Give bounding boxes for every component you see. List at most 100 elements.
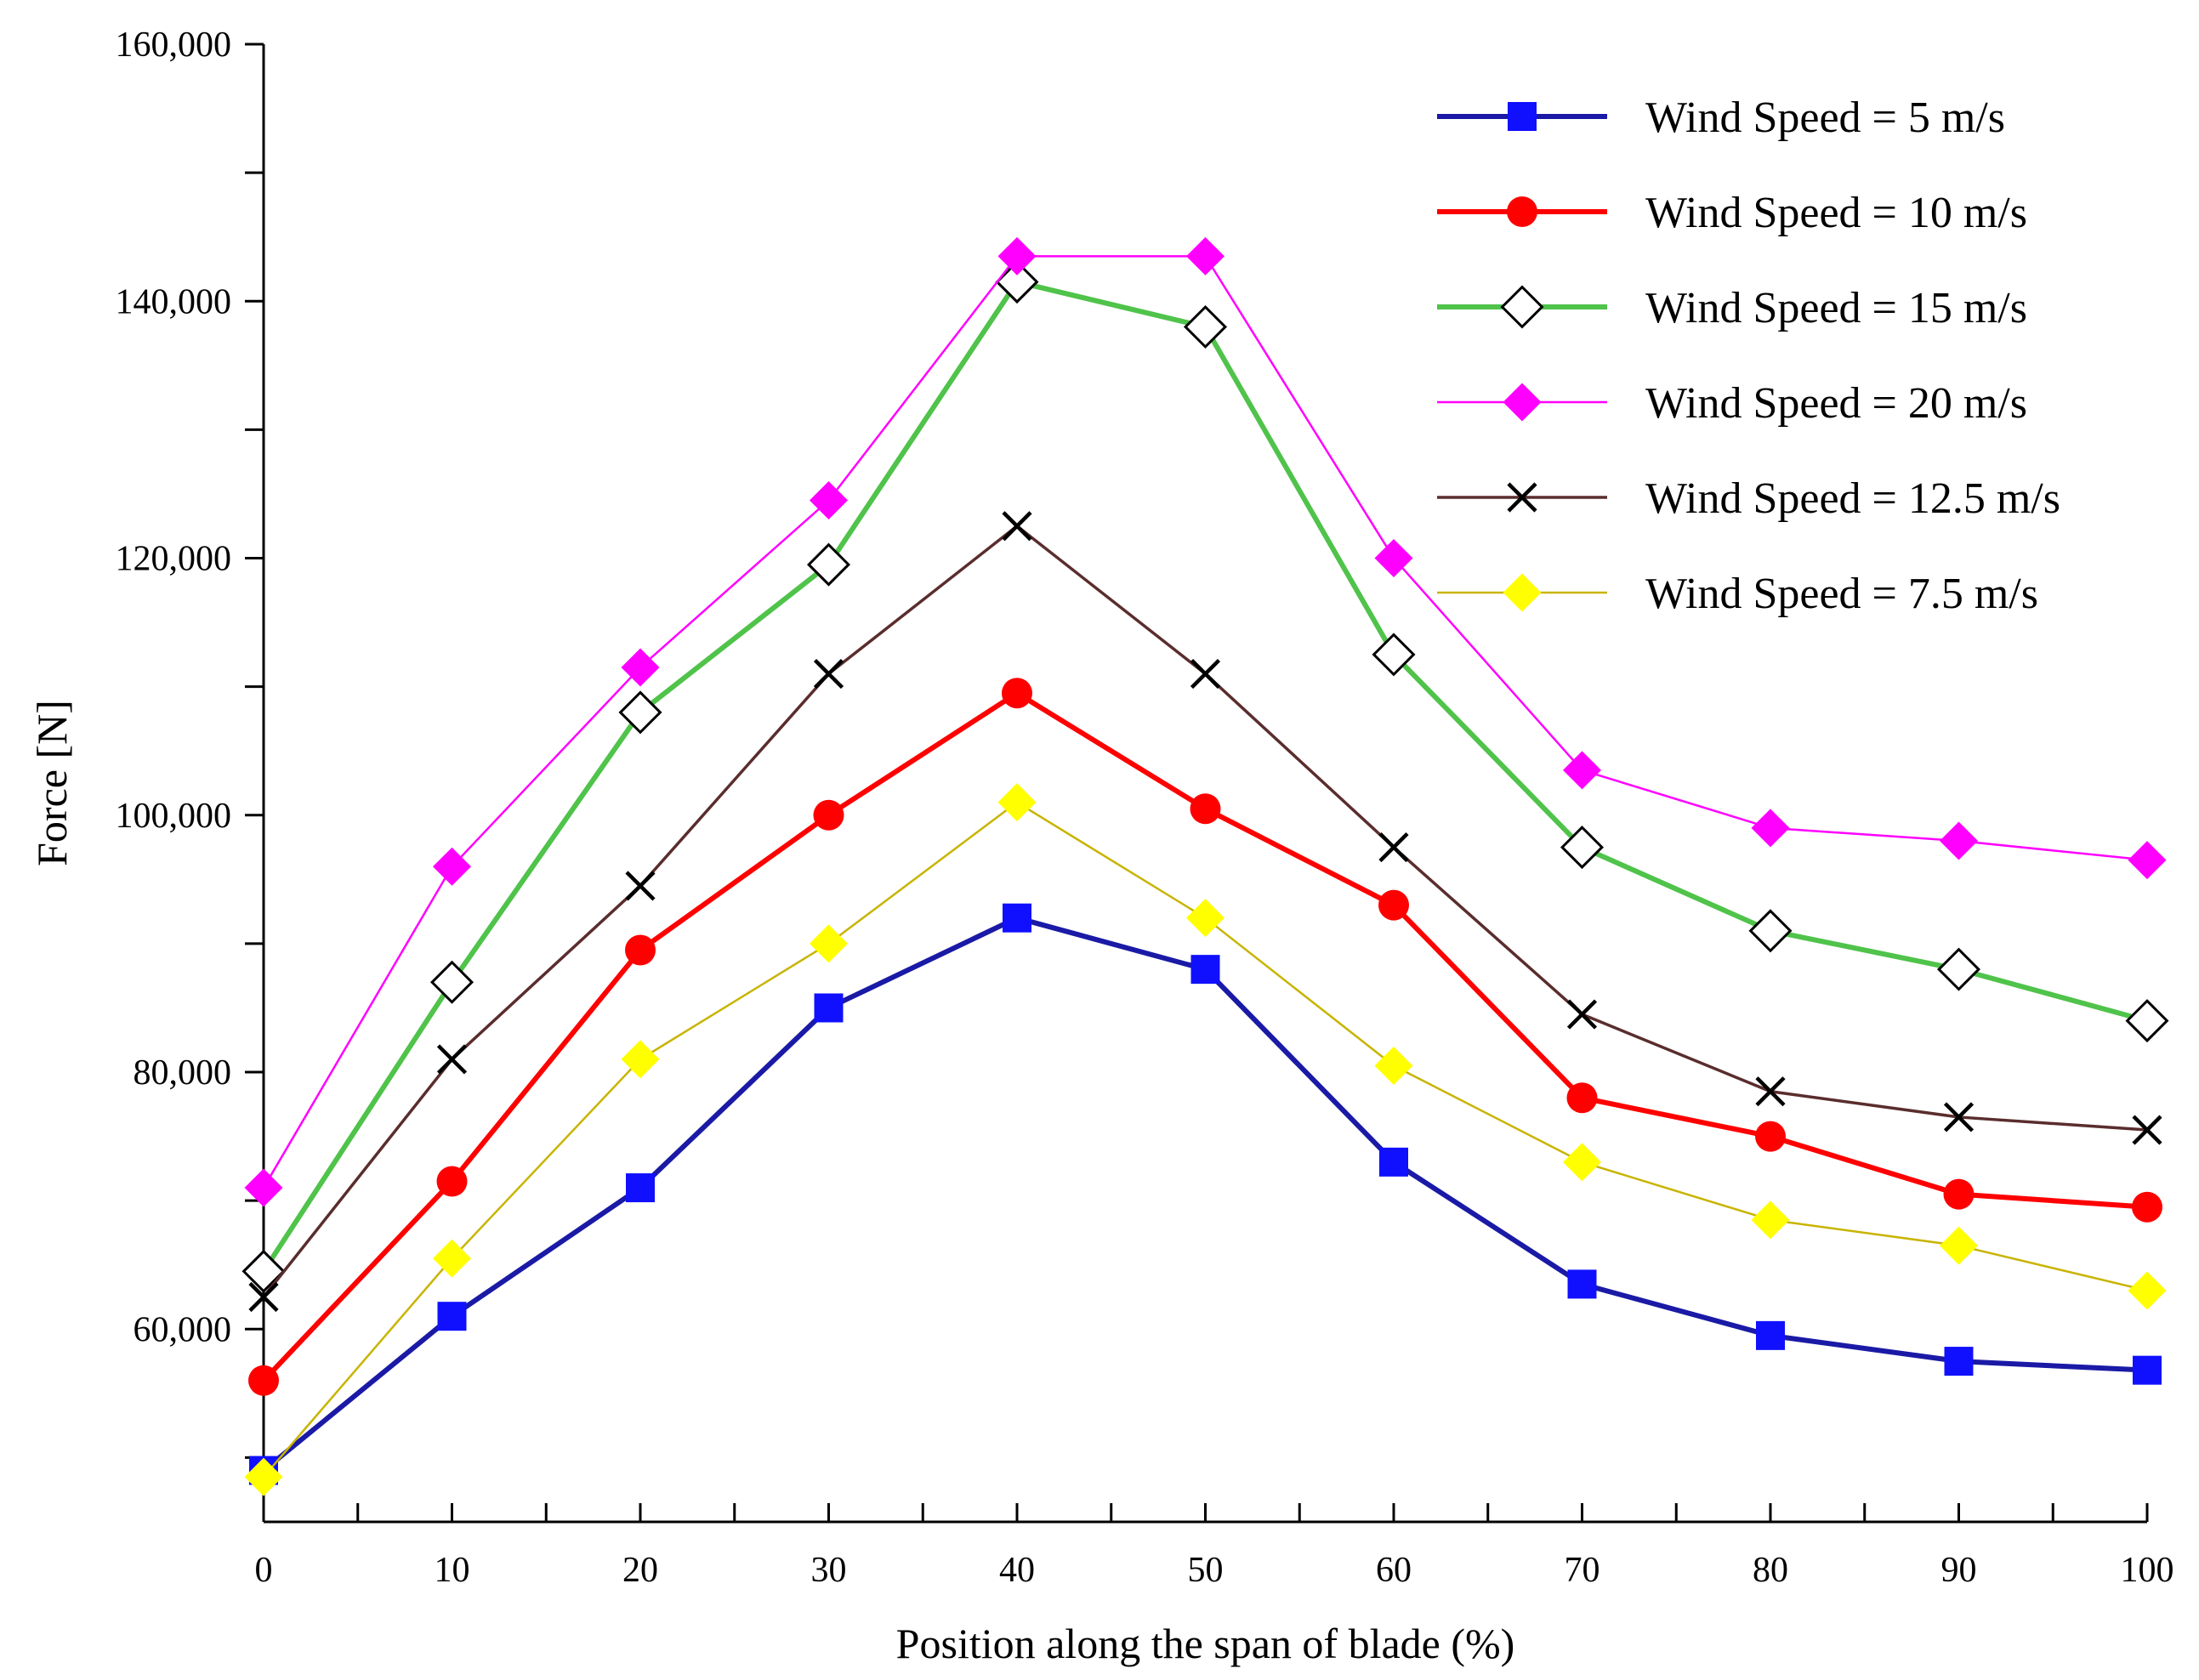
data-point bbox=[810, 924, 848, 963]
y-tick-label: 60,000 bbox=[134, 1310, 232, 1349]
legend-marker bbox=[1507, 196, 1537, 227]
legend-label: Wind Speed = 12.5 m/s bbox=[1645, 474, 2060, 523]
data-point bbox=[1755, 1076, 1786, 1107]
data-point bbox=[1563, 1143, 1601, 1182]
data-point bbox=[997, 236, 1037, 275]
x-tick-label: 70 bbox=[1565, 1551, 1600, 1590]
x-tick-label: 90 bbox=[1941, 1551, 1977, 1590]
data-point bbox=[813, 799, 844, 831]
y-tick-label: 160,000 bbox=[116, 26, 232, 65]
data-point bbox=[2133, 1355, 2162, 1385]
data-point bbox=[248, 1365, 279, 1396]
data-point bbox=[1944, 1347, 1974, 1376]
data-point bbox=[1186, 236, 1225, 275]
legend-marker bbox=[1503, 383, 1542, 422]
data-point bbox=[429, 960, 474, 1004]
x-tick-label: 60 bbox=[1376, 1551, 1412, 1590]
series-2 bbox=[248, 678, 2162, 1396]
series-line bbox=[261, 279, 2148, 1273]
legend-item: Wind Speed = 5 m/s bbox=[1437, 94, 2005, 142]
data-point bbox=[437, 1302, 467, 1331]
series-group bbox=[241, 236, 2169, 1496]
data-point bbox=[1560, 826, 1605, 870]
x-tick-label: 40 bbox=[999, 1551, 1035, 1590]
legend-item: Wind Speed = 20 m/s bbox=[1437, 379, 2027, 428]
data-point bbox=[1003, 903, 1031, 933]
series-5 bbox=[248, 511, 2162, 1313]
data-point bbox=[1940, 821, 1978, 860]
legend-item: Wind Speed = 10 m/s bbox=[1437, 189, 2027, 237]
series-6 bbox=[244, 783, 2167, 1496]
x-tick-label: 100 bbox=[2121, 1551, 2174, 1590]
data-point bbox=[1374, 1046, 1413, 1085]
data-point bbox=[436, 1044, 468, 1075]
x-tick-label: 20 bbox=[622, 1551, 658, 1590]
x-tick-label: 10 bbox=[435, 1551, 470, 1590]
data-point bbox=[1751, 1200, 1790, 1240]
y-tick-label: 140,000 bbox=[116, 282, 232, 321]
data-point bbox=[810, 481, 848, 520]
data-point bbox=[625, 934, 656, 966]
x-tick-label: 0 bbox=[255, 1551, 273, 1590]
data-point bbox=[241, 1249, 286, 1293]
data-point bbox=[1755, 1121, 1786, 1152]
data-point bbox=[436, 1166, 468, 1197]
x-tick-label: 80 bbox=[1753, 1551, 1788, 1590]
data-point bbox=[626, 1173, 655, 1203]
data-point bbox=[621, 648, 660, 687]
legend-label: Wind Speed = 5 m/s bbox=[1645, 94, 2005, 142]
series-3 bbox=[241, 260, 2169, 1293]
y-axis-title: Force [N] bbox=[28, 700, 76, 866]
data-point bbox=[814, 993, 844, 1023]
data-point bbox=[433, 847, 471, 886]
data-point bbox=[248, 1281, 279, 1313]
data-point bbox=[433, 1239, 471, 1278]
data-point bbox=[1567, 1269, 1597, 1299]
x-axis-title: Position along the span of blade (%) bbox=[896, 1620, 1515, 1667]
data-point bbox=[2132, 1191, 2162, 1223]
data-point bbox=[1002, 678, 1032, 709]
data-point bbox=[1566, 999, 1598, 1030]
data-point bbox=[244, 1168, 283, 1207]
data-point bbox=[995, 260, 1039, 304]
x-tick-label: 50 bbox=[1188, 1551, 1224, 1590]
legend-label: Wind Speed = 15 m/s bbox=[1645, 284, 2027, 332]
data-point bbox=[2128, 841, 2167, 880]
data-point bbox=[1378, 831, 1409, 863]
x-ticks: 0 10 20 30 40 50 60 70 80 90 100 bbox=[255, 1503, 2174, 1590]
x-tick-label: 30 bbox=[811, 1551, 847, 1590]
data-point bbox=[1943, 1178, 1975, 1210]
legend-item: Wind Speed = 7.5 m/s bbox=[1437, 570, 2038, 618]
series-line bbox=[262, 915, 2148, 1473]
data-point bbox=[1378, 889, 1409, 921]
y-ticks: 60,000 80,000 100,000 120,000 140,000 160,000 bbox=[116, 26, 264, 1459]
data-point bbox=[1374, 539, 1413, 578]
series-4 bbox=[244, 236, 2167, 1207]
legend-marker bbox=[1503, 573, 1542, 612]
data-point bbox=[2125, 999, 2169, 1043]
legend-item: Wind Speed = 12.5 m/s bbox=[1437, 474, 2060, 523]
data-point bbox=[1190, 658, 1221, 690]
data-point bbox=[997, 783, 1037, 822]
data-point bbox=[2128, 1271, 2167, 1310]
data-point bbox=[1748, 909, 1793, 953]
data-point bbox=[1379, 1147, 1408, 1177]
data-point bbox=[2132, 1115, 2162, 1145]
data-point bbox=[1563, 751, 1601, 790]
legend-marker bbox=[1508, 102, 1537, 131]
data-point bbox=[806, 542, 851, 587]
data-point bbox=[1372, 633, 1416, 677]
data-point bbox=[625, 871, 656, 901]
data-point bbox=[1751, 809, 1790, 848]
series-1 bbox=[249, 903, 2162, 1485]
data-point bbox=[1190, 955, 1220, 985]
data-point bbox=[1190, 793, 1221, 825]
legend-marker bbox=[1507, 482, 1537, 513]
legend-item: Wind Speed = 15 m/s bbox=[1437, 284, 2027, 332]
data-point bbox=[1940, 1226, 1978, 1265]
y-tick-label: 80,000 bbox=[134, 1053, 232, 1093]
data-point bbox=[1936, 947, 1981, 991]
legend-marker bbox=[1500, 285, 1544, 329]
legend-label: Wind Speed = 10 m/s bbox=[1645, 189, 2027, 237]
